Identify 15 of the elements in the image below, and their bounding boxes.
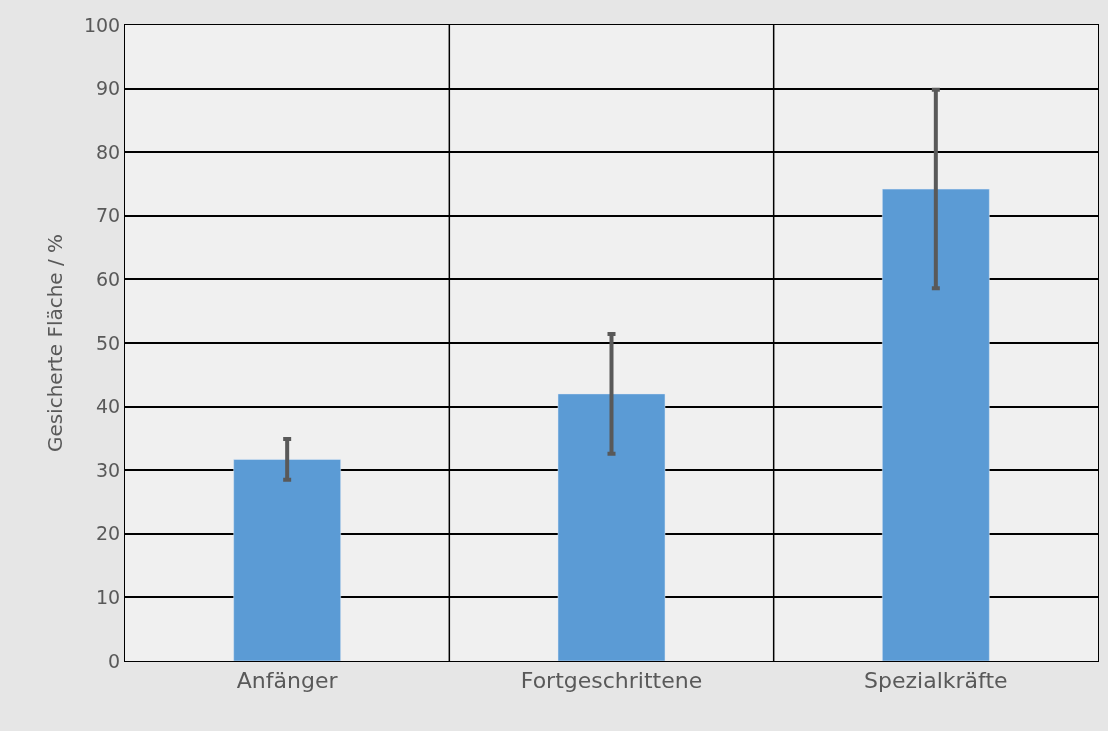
x-tick-label: Anfänger bbox=[236, 668, 339, 694]
y-tick-label: 40 bbox=[96, 395, 121, 418]
y-tick-label: 30 bbox=[96, 458, 121, 481]
y-tick-label: 90 bbox=[96, 77, 121, 100]
y-tick-label: 100 bbox=[83, 13, 121, 36]
y-tick-label: 10 bbox=[96, 586, 121, 609]
y-tick-label: 0 bbox=[108, 649, 121, 672]
y-tick-label: 70 bbox=[96, 204, 121, 227]
y-tick-label: 50 bbox=[96, 331, 121, 354]
y-tick-label: 20 bbox=[96, 522, 121, 545]
y-axis-title: Gesicherte Fläche / % bbox=[43, 233, 68, 453]
y-tick-label: 80 bbox=[96, 140, 121, 163]
x-tick-label: Fortgeschrittene bbox=[520, 668, 703, 694]
x-tick-label: Spezialkräfte bbox=[864, 668, 1008, 694]
y-tick-label: 60 bbox=[96, 268, 121, 291]
